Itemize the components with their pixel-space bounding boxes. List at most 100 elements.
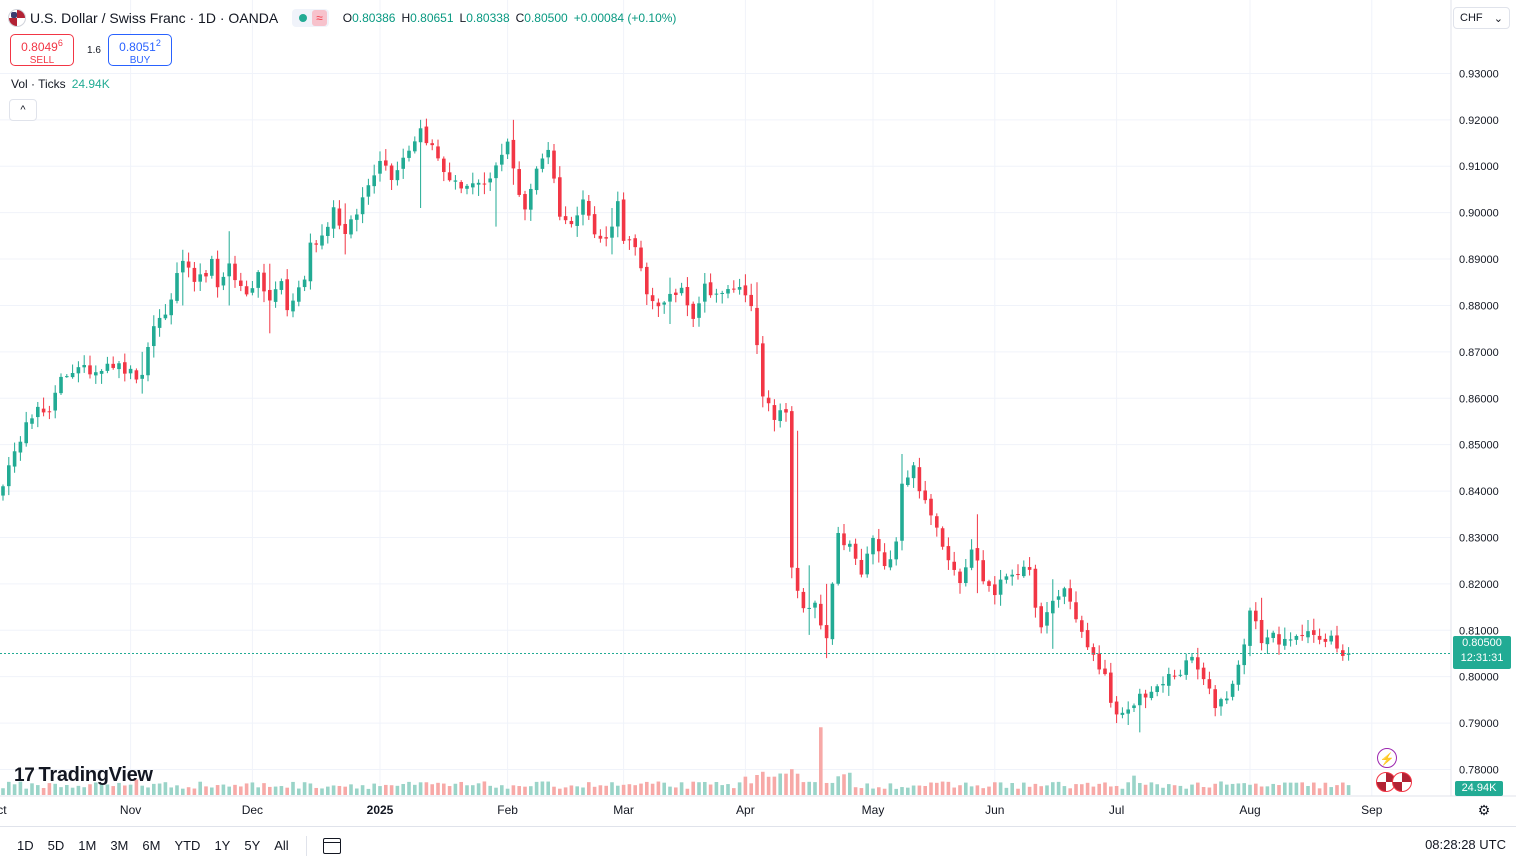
volume-bar <box>1288 782 1293 795</box>
y-tick-label: 0.92000 <box>1459 115 1499 127</box>
open-label: O <box>342 11 353 25</box>
volume-bar <box>233 784 237 795</box>
volume-bar <box>1207 787 1212 795</box>
candle-body <box>1091 647 1096 655</box>
symbol-title[interactable]: U.S. Dollar / Swiss Franc · 1D · OANDA <box>30 10 279 26</box>
range-1d-button[interactable]: 1D <box>17 838 34 853</box>
candle-body <box>865 553 869 575</box>
candle-body <box>24 422 28 444</box>
candle-body <box>766 397 771 404</box>
candle-body <box>726 289 730 294</box>
low-label: L <box>459 11 467 25</box>
market-status[interactable]: ≈ <box>292 9 329 27</box>
chevron-down-icon: ⌄ <box>1493 12 1503 25</box>
candle-body <box>65 376 69 378</box>
candle-body <box>1103 668 1107 675</box>
volume-bar <box>157 783 162 795</box>
sell-button[interactable]: 0.80496 SELL <box>10 34 74 66</box>
volume-bar <box>285 787 289 795</box>
candle-body <box>1300 635 1304 637</box>
volume-bar <box>598 785 603 795</box>
volume-bar <box>186 787 191 795</box>
volume-bar <box>268 786 272 795</box>
volume-bar <box>482 781 487 795</box>
candle-body <box>958 571 962 584</box>
candle-body <box>424 126 429 144</box>
economic-events[interactable] <box>1376 772 1416 794</box>
candle-body <box>1184 660 1188 675</box>
candle-body <box>488 178 492 183</box>
y-tick-label: 0.91000 <box>1459 161 1499 173</box>
volume-bar <box>326 786 330 795</box>
volume-bar <box>1120 788 1125 795</box>
volume-bar <box>459 781 463 795</box>
volume-axis-label: 24.94K <box>1455 781 1503 796</box>
volume-bar <box>88 784 92 795</box>
gear-icon[interactable]: ⚙ <box>1477 802 1491 818</box>
volume-bar <box>273 786 278 795</box>
candle-body <box>285 279 289 311</box>
ohlc-values: O0.80386 H0.80651 L0.80338 C0.80500 +0.0… <box>343 11 677 25</box>
candle-body <box>558 177 562 217</box>
us-event-flag-icon-2[interactable] <box>1392 772 1412 792</box>
chart-area[interactable]: 0.93000 0.92000 0.91000 0.90000 0.89000 0.880… <box>0 0 1516 827</box>
candle-body <box>824 625 829 639</box>
range-ytd-button[interactable]: YTD <box>174 838 201 853</box>
range-all-button[interactable]: All <box>274 838 289 853</box>
volume-bar <box>407 781 411 795</box>
range-5y-button[interactable]: 5Y <box>244 838 261 853</box>
range-3m-button[interactable]: 3M <box>110 838 129 853</box>
buy-button[interactable]: 0.80512 BUY <box>108 34 172 66</box>
y-tick-label: 0.84000 <box>1459 486 1499 498</box>
candle-body <box>250 288 255 293</box>
volume-bar <box>633 785 637 795</box>
volume-bar <box>1341 782 1345 795</box>
data-delay-icon: ≈ <box>312 10 327 26</box>
range-6m-button[interactable]: 6M <box>142 838 161 853</box>
currency-select[interactable]: CHF ⌄ <box>1453 7 1510 29</box>
range-5d-button[interactable]: 5D <box>47 838 65 853</box>
volume-bar <box>529 786 533 795</box>
candle-body <box>882 552 887 567</box>
candle-body <box>1132 705 1136 709</box>
volume-bar <box>604 785 608 795</box>
candle-body <box>616 201 620 227</box>
toolbar-divider <box>305 835 307 856</box>
range-1y-button[interactable]: 1Y <box>214 838 231 853</box>
candle-body <box>1016 574 1020 576</box>
volume-bar <box>1294 782 1299 795</box>
candle-body <box>1155 686 1159 692</box>
range-1m-button[interactable]: 1M <box>78 838 97 853</box>
candle-body <box>7 465 11 487</box>
lightning-bolt-icon[interactable]: ⚡ <box>1377 748 1397 768</box>
volume-bar <box>575 786 579 795</box>
tradingview-logo-mark-icon: 17 <box>14 764 35 786</box>
candlestick-chart[interactable]: 0.93000 0.92000 0.91000 0.90000 0.89000 0.880… <box>0 0 1516 826</box>
candle-body <box>569 220 574 225</box>
candle-body <box>906 477 910 486</box>
volume-bar <box>500 785 504 795</box>
candle-body <box>1039 606 1043 628</box>
x-tick-label: Feb <box>497 803 518 817</box>
volume-legend[interactable]: Vol · Ticks 24.94K <box>11 77 110 91</box>
candle-body <box>476 182 481 185</box>
utc-clock[interactable]: 08:28:28 UTC <box>1425 837 1506 852</box>
x-tick-label: Mar <box>613 803 634 817</box>
volume-bar <box>610 782 614 795</box>
volume-bar <box>685 788 690 795</box>
candle-body <box>453 180 458 182</box>
calendar-icon[interactable] <box>322 837 341 854</box>
collapse-legend-button[interactable]: ^ <box>9 99 37 121</box>
volume-bar <box>436 782 440 795</box>
candle-body <box>326 226 330 236</box>
candle-body <box>163 314 168 319</box>
volume-bar <box>824 782 829 795</box>
volume-bar <box>1027 786 1032 795</box>
candle-body <box>59 376 63 394</box>
candle-body <box>795 567 800 591</box>
volume-bar <box>877 787 881 795</box>
volume-bar <box>1022 782 1026 795</box>
volume-bar <box>215 785 220 795</box>
candle-body <box>848 543 852 547</box>
tradingview-logo[interactable]: 17 TradingView <box>14 764 153 787</box>
